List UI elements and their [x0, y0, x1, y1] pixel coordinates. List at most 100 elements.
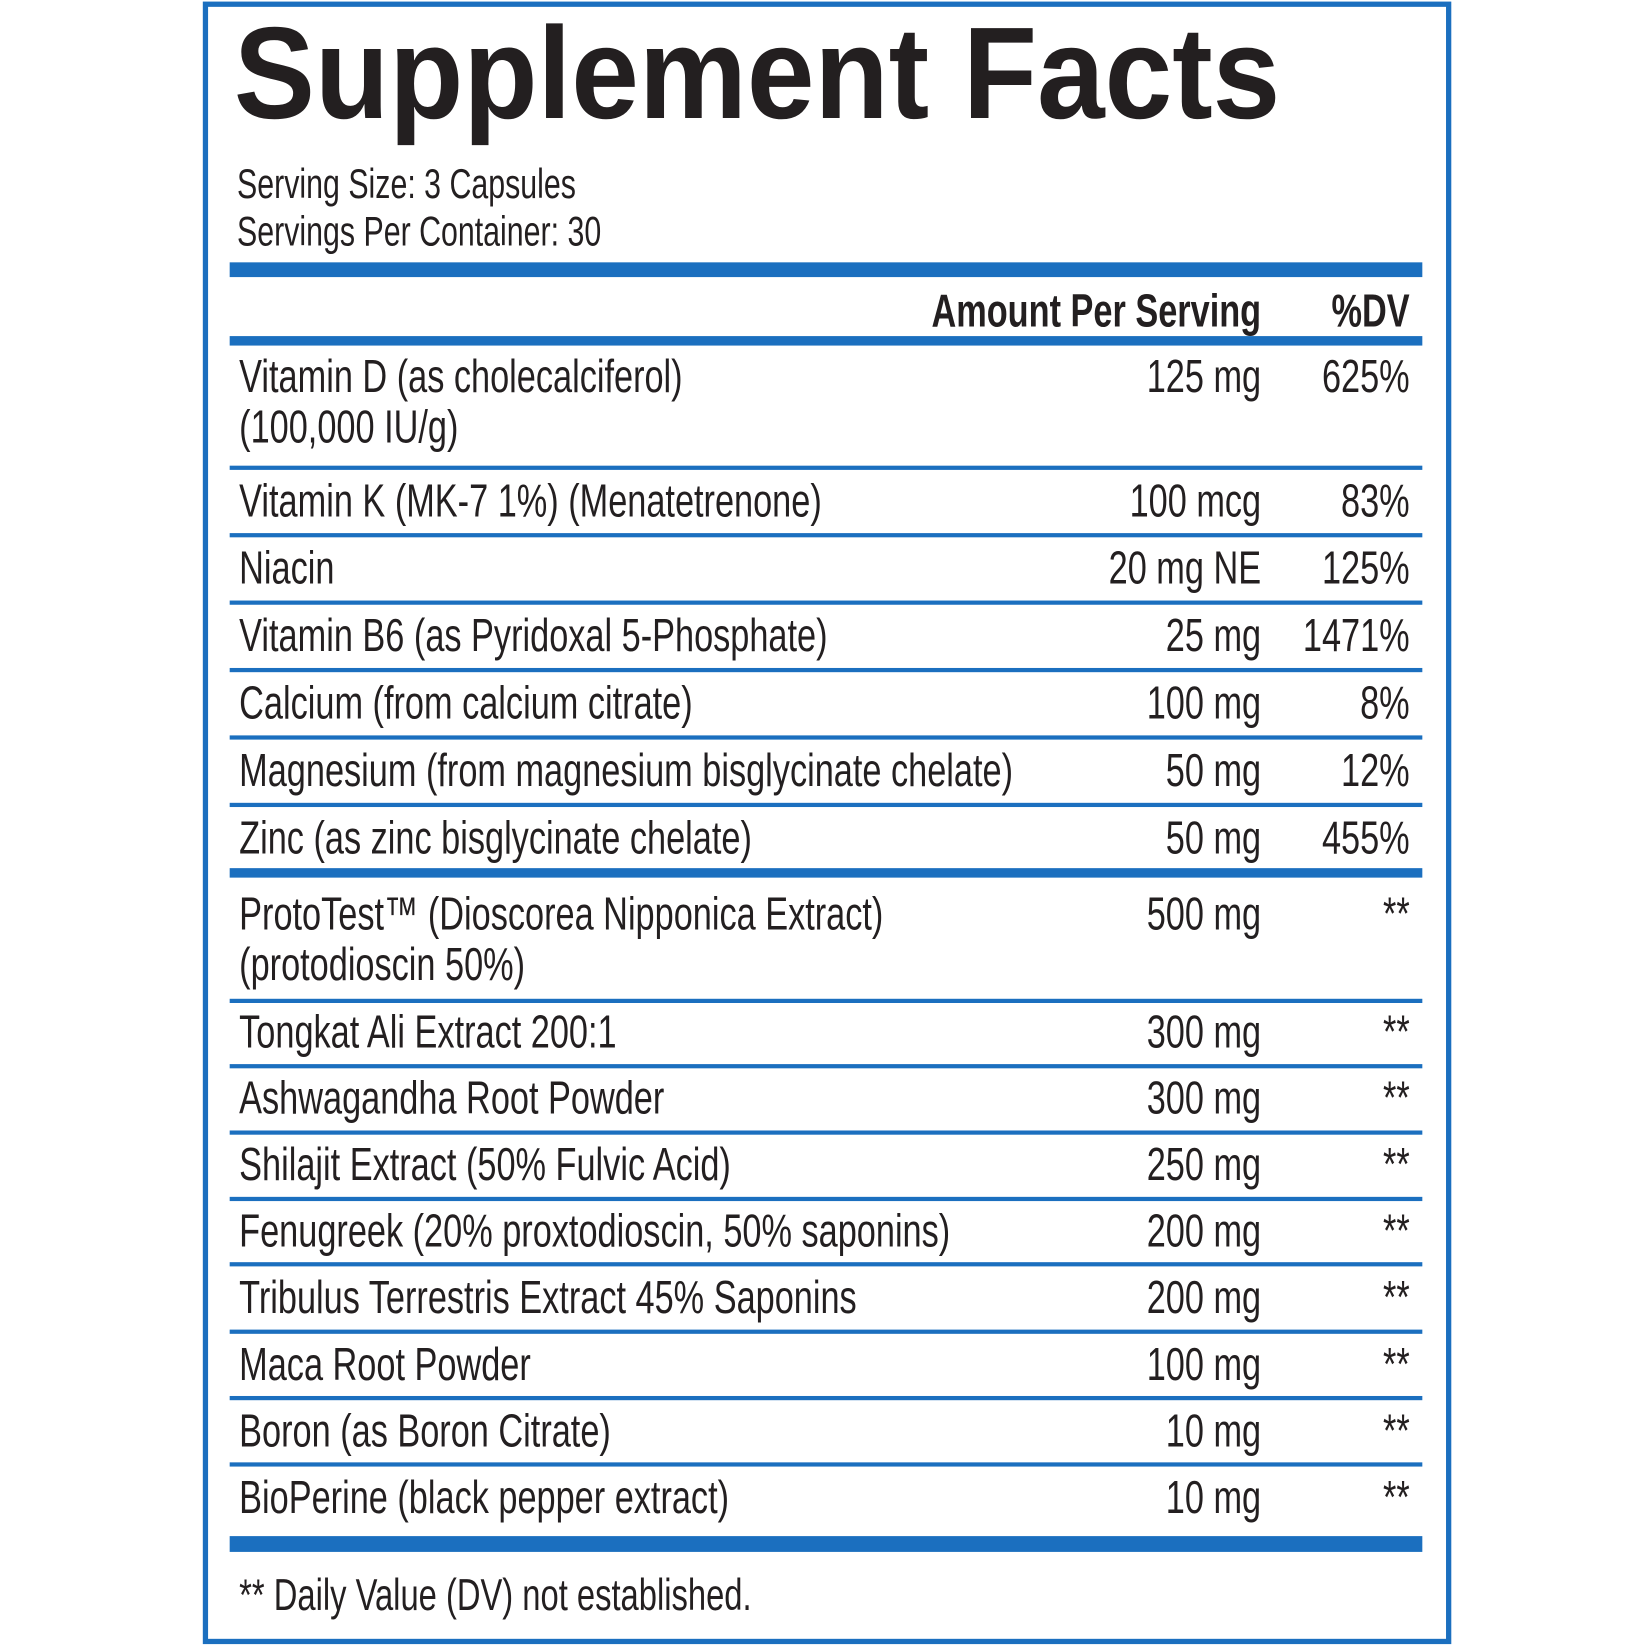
amount: 200 mg: [1147, 1204, 1261, 1256]
daily-value-group: 83%: [1341, 474, 1410, 526]
daily-value-group: 1471%: [1303, 609, 1410, 661]
amount-group: 500 mg: [1147, 887, 1261, 939]
header-rule: [229, 336, 1423, 346]
title: Supplement Facts: [234, 0, 1280, 146]
amount-group: 20 mg NE: [1109, 542, 1261, 594]
row-rule: [229, 465, 1423, 470]
amount-group: 300 mg: [1147, 1072, 1261, 1124]
daily-value: 8%: [1360, 676, 1410, 728]
row-rule: [229, 1196, 1423, 1202]
row-rule: [229, 533, 1423, 538]
column-header-group: Amount Per Serving: [931, 285, 1261, 337]
row-rule: [229, 600, 1423, 605]
ingredient-name-group: BioPerine (black pepper extract): [239, 1471, 729, 1523]
thick-rule: [229, 262, 1423, 278]
amount: 50 mg: [1166, 744, 1261, 796]
thick-rule: [229, 1536, 1423, 1552]
ingredient-name-group: (protodioscin 50%): [239, 938, 525, 990]
ingredient-name-group: Shilajit Extract (50% Fulvic Acid): [239, 1138, 731, 1190]
row-rule: [229, 1130, 1423, 1135]
daily-value: **: [1383, 1005, 1410, 1057]
ingredient-name-group: Niacin: [239, 542, 334, 594]
amount: 10 mg: [1166, 1404, 1261, 1456]
servings-per-container-group: Servings Per Container: 30: [237, 208, 601, 255]
row-rule: [229, 802, 1423, 808]
daily-value-group: **: [1383, 1271, 1410, 1323]
row-rule: [229, 1462, 1423, 1467]
ingredient-name: Tongkat Ali Extract 200:1: [239, 1005, 616, 1057]
amount-group: 300 mg: [1147, 1005, 1261, 1057]
amount: 250 mg: [1147, 1138, 1261, 1190]
daily-value-group: 125%: [1322, 542, 1410, 594]
amount: 100 mcg: [1130, 474, 1262, 526]
amount-group: 50 mg: [1166, 811, 1261, 863]
ingredient-name: (100,000 IU/g): [239, 400, 458, 452]
amount-group: 10 mg: [1166, 1471, 1261, 1523]
daily-value: **: [1383, 1271, 1410, 1323]
daily-value: 125%: [1322, 542, 1410, 594]
ingredient-name: Vitamin D (as cholecalciferol): [239, 350, 682, 402]
daily-value: **: [1383, 1072, 1410, 1124]
daily-value: 625%: [1322, 350, 1410, 402]
daily-value-group: 12%: [1341, 744, 1410, 796]
amount-group: 200 mg: [1147, 1204, 1261, 1256]
amount-group: 100 mcg: [1130, 474, 1262, 526]
label-border: [202, 1, 1452, 1645]
ingredient-name-group: Tribulus Terrestris Extract 45% Saponins: [239, 1271, 857, 1323]
column-header: Amount Per Serving: [931, 285, 1261, 337]
row-rule: [229, 1395, 1423, 1401]
amount: 300 mg: [1147, 1072, 1261, 1124]
ingredient-name-group: Boron (as Boron Citrate): [239, 1404, 611, 1456]
ingredient-name-group: Ashwagandha Root Powder: [239, 1072, 664, 1124]
ingredient-name: Maca Root Powder: [239, 1338, 531, 1390]
daily-value: 455%: [1322, 811, 1410, 863]
amount-group: 200 mg: [1147, 1271, 1261, 1323]
daily-value-group: **: [1383, 1138, 1410, 1190]
ingredient-name: (protodioscin 50%): [239, 938, 525, 990]
daily-value-group: **: [1383, 1072, 1410, 1124]
ingredient-name: Fenugreek (20% proxtodioscin, 50% saponi…: [239, 1204, 950, 1256]
row-rule: [229, 1329, 1423, 1334]
amount-group: 100 mg: [1147, 1338, 1261, 1390]
ingredient-name: Tribulus Terrestris Extract 45% Saponins: [239, 1271, 857, 1323]
amount: 100 mg: [1147, 676, 1261, 728]
amount: 500 mg: [1147, 887, 1261, 939]
amount: 10 mg: [1166, 1471, 1261, 1523]
row-rule: [229, 667, 1423, 673]
daily-value: **: [1383, 1338, 1410, 1390]
daily-value: 12%: [1341, 744, 1410, 796]
daily-value-group: **: [1383, 1404, 1410, 1456]
ingredient-name: ProtoTest™ (Dioscorea Nipponica Extract): [239, 887, 883, 939]
amount-group: 100 mg: [1147, 676, 1261, 728]
servings-per-container: Servings Per Container: 30: [237, 208, 601, 255]
amount: 125 mg: [1147, 350, 1261, 402]
column-header-group: %DV: [1332, 285, 1410, 337]
amount: 20 mg NE: [1109, 542, 1261, 594]
amount: 50 mg: [1166, 811, 1261, 863]
ingredient-name-group: Vitamin B6 (as Pyridoxal 5-Phosphate): [239, 609, 827, 661]
row-rule: [229, 1064, 1423, 1069]
row-rule: [229, 1262, 1423, 1267]
ingredient-name: Ashwagandha Root Powder: [239, 1072, 664, 1124]
row-rule: [229, 735, 1423, 740]
ingredient-name-group: Calcium (from calcium citrate): [239, 676, 693, 728]
ingredient-name: Magnesium (from magnesium bisglycinate c…: [239, 744, 1013, 796]
daily-value: 1471%: [1303, 609, 1410, 661]
footnote: ** Daily Value (DV) not established.: [239, 1571, 751, 1620]
column-header: %DV: [1332, 285, 1410, 337]
serving-size: Serving Size: 3 Capsules: [237, 160, 576, 207]
amount-group: 250 mg: [1147, 1138, 1261, 1190]
amount: 25 mg: [1166, 609, 1261, 661]
amount-group: 25 mg: [1166, 609, 1261, 661]
serving-size-group: Serving Size: 3 Capsules: [237, 160, 576, 207]
amount-group: 10 mg: [1166, 1404, 1261, 1456]
amount-group: 125 mg: [1147, 350, 1261, 402]
daily-value-group: **: [1383, 1338, 1410, 1390]
amount: 200 mg: [1147, 1271, 1261, 1323]
daily-value: **: [1383, 1138, 1410, 1190]
amount: 300 mg: [1147, 1005, 1261, 1057]
ingredient-name: Boron (as Boron Citrate): [239, 1404, 611, 1456]
ingredient-name: Shilajit Extract (50% Fulvic Acid): [239, 1138, 731, 1190]
ingredient-name: Zinc (as zinc bisglycinate chelate): [239, 811, 752, 863]
